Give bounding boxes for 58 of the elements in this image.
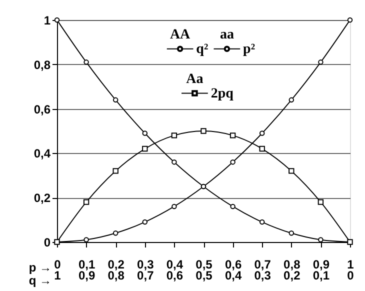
point [172, 204, 177, 210]
point [142, 219, 148, 225]
annotation: Aa [186, 72, 204, 87]
point [171, 132, 178, 138]
x-tick-label: 0,7 [254, 258, 272, 272]
point [84, 60, 89, 65]
y-tick-label: 0,2 [34, 191, 51, 206]
x-tick-label: 1 [347, 258, 354, 272]
legend-label: 2pq [210, 86, 234, 102]
y-tick-label: 0,4 [34, 146, 51, 161]
point [347, 239, 353, 245]
point [200, 128, 206, 134]
point [259, 146, 265, 152]
annotation: AA [170, 27, 192, 42]
point [288, 97, 294, 103]
point [142, 146, 148, 152]
point [142, 130, 148, 136]
point [230, 159, 236, 165]
x-axis-title: p → [28, 260, 52, 274]
point [83, 199, 90, 205]
y-tick-label: 0 [44, 236, 51, 250]
x2-tick-label: 0,1 [312, 268, 330, 282]
y-tick-label: 0,8 [34, 58, 51, 72]
x2-tick-label: 0 [347, 268, 354, 282]
point [318, 199, 324, 205]
x-tick-label: 0,5 [196, 258, 213, 272]
point [172, 159, 177, 165]
legend-label: p² [243, 42, 256, 57]
point [112, 230, 118, 236]
point [288, 168, 294, 174]
x2-tick-label: 0,3 [254, 268, 272, 282]
point [112, 97, 118, 103]
x-tick-label: 0,3 [137, 258, 154, 272]
point [259, 130, 265, 136]
point [318, 237, 324, 242]
y-tick-label: 0,6 [34, 102, 51, 116]
x-tick-label: 0,6 [224, 258, 242, 272]
x2-tick-label: 0,6 [166, 268, 184, 282]
x-tick-label: 0,2 [108, 258, 125, 272]
x-tick-label: 0 [54, 258, 62, 272]
annotation: aa [220, 27, 234, 42]
point [84, 237, 89, 242]
x2-axis-title: q → [28, 274, 52, 288]
point [230, 204, 236, 210]
point [288, 230, 294, 236]
x-tick-label: 0,4 [166, 258, 184, 272]
x-tick-label: 0,8 [284, 258, 301, 272]
point [318, 60, 324, 65]
x-tick-label: 0,1 [78, 258, 96, 272]
x2-tick-label: 0,8 [108, 268, 125, 282]
point [259, 219, 265, 225]
point [230, 132, 236, 138]
y-tick-label: 1 [44, 14, 51, 28]
point [347, 17, 353, 23]
legend-label: q² [196, 42, 208, 57]
point [112, 168, 118, 174]
x2-tick-label: 1 [54, 268, 62, 282]
x-tick-label: 0,9 [312, 258, 330, 272]
